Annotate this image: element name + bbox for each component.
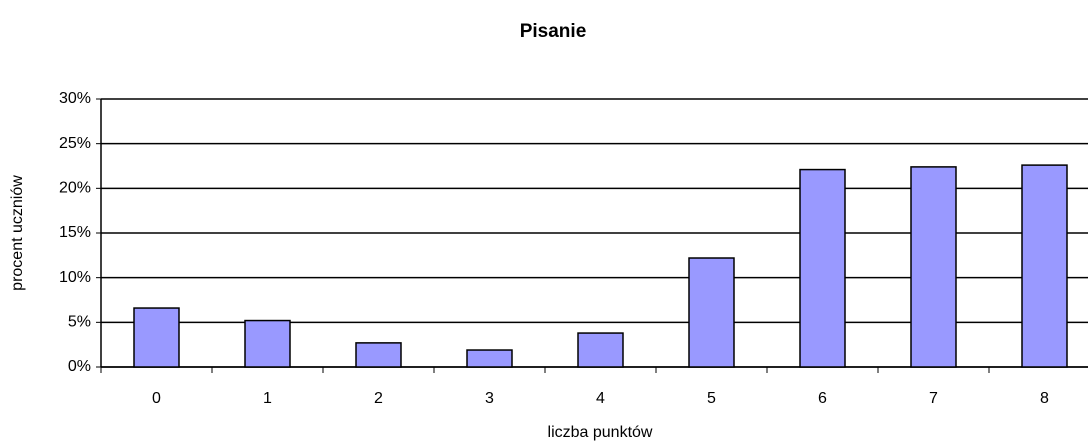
x-axis-label: liczba punktów <box>548 424 653 441</box>
x-tick-label: 5 <box>707 390 716 407</box>
x-tick-label: 6 <box>818 390 827 407</box>
y-tick-label: 15% <box>59 224 91 241</box>
x-tick-label: 0 <box>152 390 161 407</box>
y-tick-label: 5% <box>68 314 91 331</box>
bar <box>688 257 735 368</box>
chart-title: Pisanie <box>520 21 587 42</box>
x-tick-label: 7 <box>929 390 938 407</box>
x-tick-label: 8 <box>1040 390 1049 407</box>
bar <box>1021 164 1068 368</box>
bar <box>133 307 180 368</box>
bar <box>355 342 402 368</box>
y-tick-label: 10% <box>59 269 91 286</box>
bar <box>910 166 957 368</box>
y-tick-label: 25% <box>59 135 91 152</box>
y-tick-label: 0% <box>68 358 91 375</box>
bar <box>466 349 513 368</box>
y-tick-label: 30% <box>59 90 91 107</box>
x-tick-label: 2 <box>374 390 383 407</box>
y-tick-label: 20% <box>59 180 91 197</box>
bar <box>799 168 846 368</box>
bar <box>577 332 624 368</box>
bar <box>244 319 291 368</box>
x-tick-label: 1 <box>263 390 272 407</box>
x-tick-label: 4 <box>596 390 605 407</box>
y-axis-label: procent uczniów <box>9 175 26 291</box>
x-tick-label: 3 <box>485 390 494 407</box>
